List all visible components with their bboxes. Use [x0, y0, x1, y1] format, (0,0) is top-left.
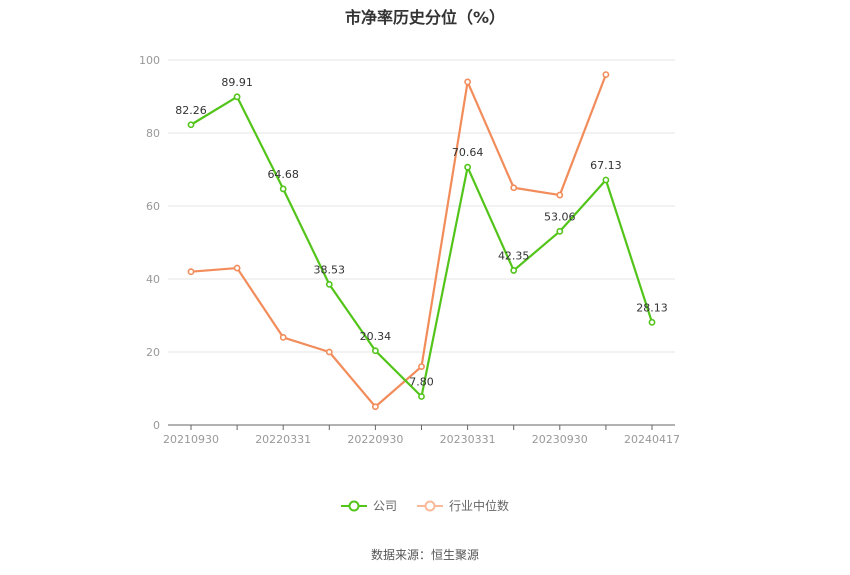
y-tick-label: 0	[153, 419, 160, 432]
y-tick-label: 20	[146, 346, 160, 359]
data-labels: 82.26 89.91 64.68 38.53 20.34 7.80 70.64 42.35 5…	[175, 76, 668, 389]
industry-point	[187, 268, 195, 276]
axes: 0 20 40 60 80 100 20210930 20220331 20220930 2023…	[139, 54, 680, 446]
x-tick-label: 20220930	[347, 433, 403, 446]
company-data-label: 7.80	[409, 376, 434, 389]
company-point	[418, 393, 425, 400]
company-point	[556, 227, 564, 235]
data-source: 数据来源：恒生聚源	[370, 548, 479, 562]
company-data-label: 89.91	[221, 76, 253, 89]
y-tick-label: 80	[146, 127, 160, 140]
legend-label-company: 公司	[372, 499, 397, 513]
legend-item-industry[interactable]: 行业中位数	[417, 497, 509, 514]
industry-series-line	[190, 74, 607, 408]
company-point	[602, 176, 610, 184]
company-point	[233, 93, 241, 101]
company-data-label: 53.06	[544, 210, 576, 223]
legend-company-marker	[340, 500, 367, 511]
y-tick-label: 40	[146, 273, 160, 286]
company-data-label: 70.64	[452, 146, 484, 159]
chart-title: 市净率历史分位（%）	[344, 8, 506, 27]
company-data-label: 64.68	[267, 168, 299, 181]
x-tick-label: 20210930	[163, 433, 219, 446]
company-data-label: 42.35	[498, 249, 530, 262]
company-point	[325, 280, 333, 288]
series-lines	[187, 71, 656, 411]
company-point	[648, 318, 656, 326]
industry-point	[510, 184, 518, 192]
legend-item-company[interactable]: 公司	[340, 497, 397, 514]
legend-label-industry: 行业中位数	[449, 499, 510, 513]
x-tick-label: 20220331	[255, 433, 311, 446]
industry-point	[556, 191, 564, 199]
company-point	[371, 347, 379, 355]
y-tick-label: 100	[139, 54, 160, 67]
company-point	[464, 163, 471, 171]
grid-lines	[168, 59, 675, 353]
company-data-label: 20.34	[360, 330, 392, 343]
industry-point	[233, 264, 241, 272]
industry-point	[325, 348, 333, 356]
industry-point	[464, 78, 471, 86]
x-tick-label: 20240417	[624, 433, 680, 446]
industry-point	[602, 71, 610, 78]
company-point	[279, 185, 287, 193]
y-tick-label: 60	[146, 200, 160, 213]
company-point	[187, 121, 195, 129]
industry-point	[371, 403, 379, 411]
company-data-label: 82.26	[175, 104, 207, 117]
legend: 公司 行业中位数	[0, 497, 850, 514]
x-tick-label: 20230331	[440, 433, 496, 446]
company-data-label: 28.13	[636, 301, 668, 314]
company-data-label: 38.53	[314, 263, 346, 276]
industry-point	[418, 363, 425, 370]
company-point	[510, 267, 518, 274]
industry-point	[279, 333, 287, 341]
legend-industry-marker	[417, 500, 443, 511]
company-data-label: 67.13	[590, 159, 622, 172]
x-tick-label: 20230930	[532, 433, 588, 446]
